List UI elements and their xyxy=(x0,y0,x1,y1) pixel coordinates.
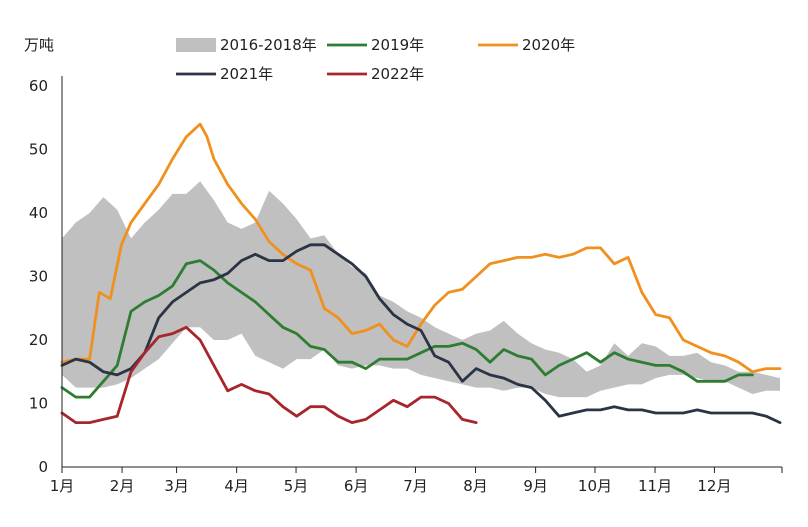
series-2022-line xyxy=(60,325,478,425)
x-tick-label: 11月 xyxy=(638,477,672,495)
band-layer xyxy=(62,181,780,398)
legend-label: 2021年 xyxy=(220,65,273,83)
legend-label: 2019年 xyxy=(371,36,424,54)
x-tick-label: 7月 xyxy=(403,477,428,495)
legend-label: 2022年 xyxy=(371,65,424,83)
legend-item-2021: 2021年 xyxy=(176,65,273,83)
y-tick-label: 40 xyxy=(29,204,48,222)
legend-item-2022: 2022年 xyxy=(327,65,424,83)
legend-item-2019: 2019年 xyxy=(327,36,424,54)
series-2019-line xyxy=(60,259,754,399)
legend-label: 2016-2018年 xyxy=(220,36,317,54)
series-2020-line xyxy=(60,122,782,374)
legend-item-2020: 2020年 xyxy=(478,36,575,54)
y-tick-label: 30 xyxy=(29,268,48,286)
legend-item-2016-2018: 2016-2018年 xyxy=(176,36,317,54)
x-tick-label: 8月 xyxy=(463,477,488,495)
x-tick-label: 10月 xyxy=(578,477,612,495)
x-tick-label: 2月 xyxy=(110,477,135,495)
x-tick-label: 12月 xyxy=(697,477,731,495)
series-2021-line xyxy=(60,243,782,425)
y-axis-unit-label: 万吨 xyxy=(24,36,54,54)
x-tick-label: 4月 xyxy=(224,477,249,495)
x-tick-label: 1月 xyxy=(50,477,75,495)
x-tick-label: 6月 xyxy=(344,477,369,495)
legend-label: 2020年 xyxy=(522,36,575,54)
y-tick-label: 50 xyxy=(29,141,48,159)
y-tick-labels: 0 10 20 30 40 50 60 xyxy=(29,77,48,476)
y-tick-label: 10 xyxy=(29,395,48,413)
legend-swatch-band xyxy=(176,38,216,52)
y-tick-label: 0 xyxy=(38,458,48,476)
y-tick-label: 20 xyxy=(29,331,48,349)
axes-layer: 万吨 xyxy=(24,36,782,468)
x-tick-label: 5月 xyxy=(284,477,309,495)
legend: 2016-2018年 2019年 2020年 2021年 2022年 xyxy=(176,36,575,83)
y-tick-label: 60 xyxy=(29,77,48,95)
x-tick-label: 3月 xyxy=(164,477,189,495)
band-2016-2018 xyxy=(62,181,780,398)
x-tick-label: 9月 xyxy=(523,477,548,495)
series-layer xyxy=(60,122,782,425)
x-tick-labels: 1月 2月 3月 4月 5月 6月 7月 8月 9月 10月 11月 12月 xyxy=(50,467,783,495)
